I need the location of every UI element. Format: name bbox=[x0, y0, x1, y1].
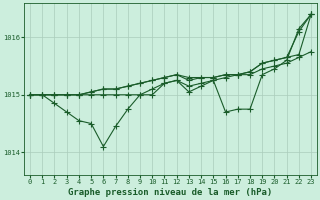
X-axis label: Graphe pression niveau de la mer (hPa): Graphe pression niveau de la mer (hPa) bbox=[68, 188, 273, 197]
